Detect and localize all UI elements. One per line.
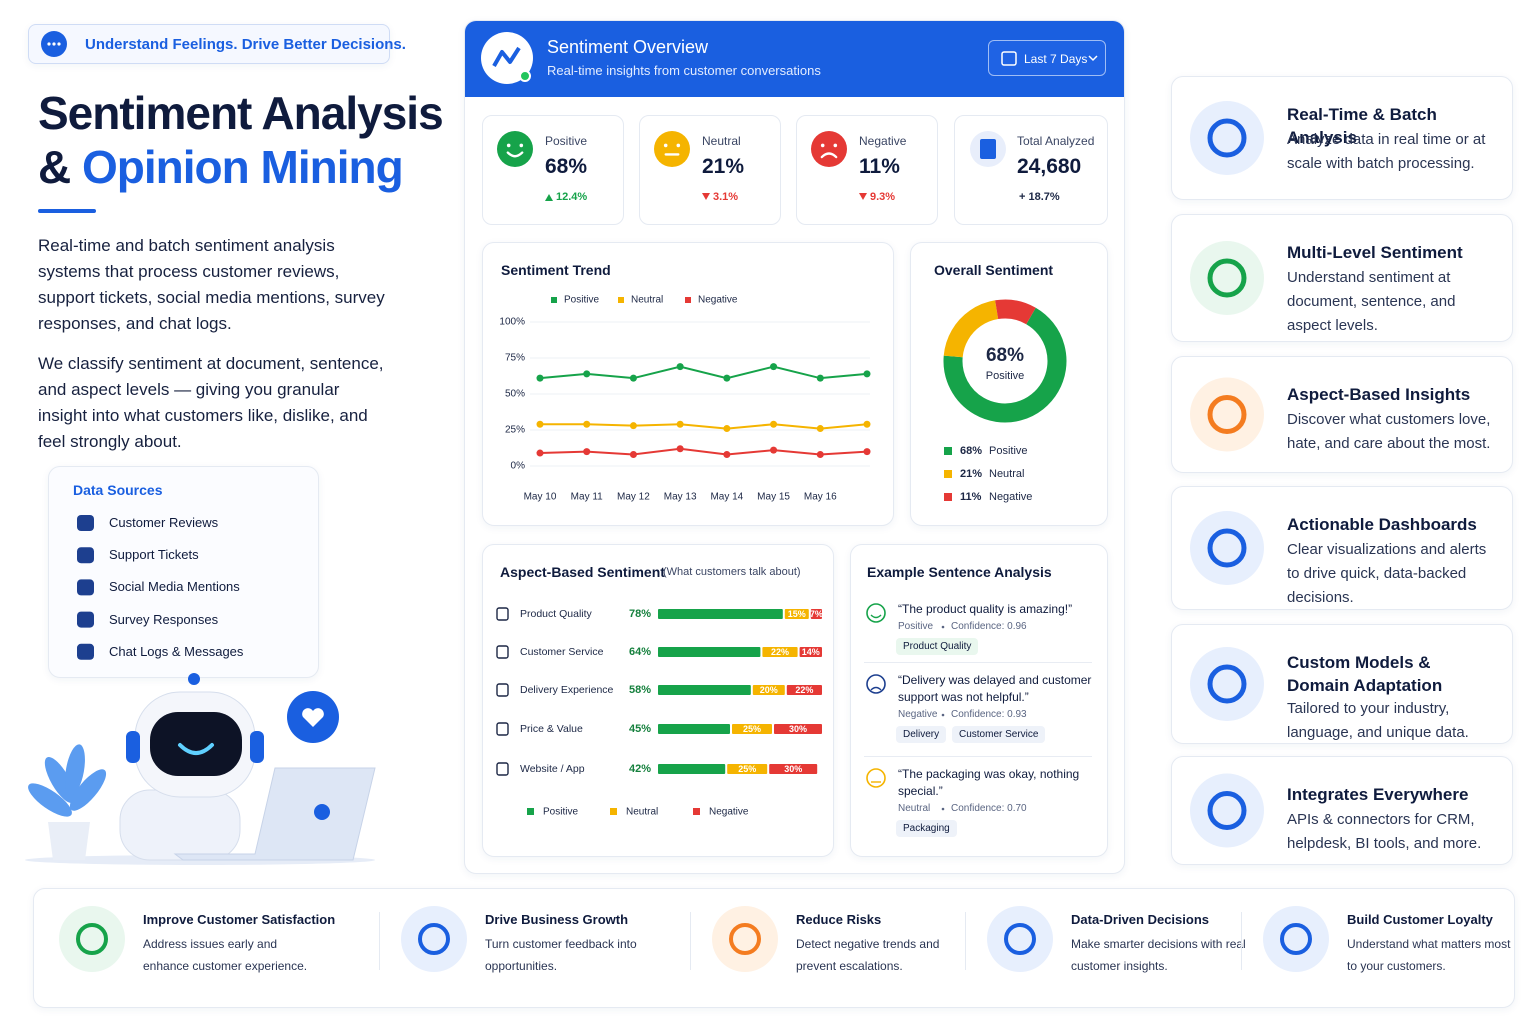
source-item: Support Tickets [109,547,199,563]
laptop-logo [314,804,330,820]
trend-title: Sentiment Trend [501,262,611,278]
kpi-label: Total Analyzed [1017,134,1095,148]
example-confidence: Confidence: 0.93 [951,709,1027,720]
feature-title: Custom Models & Domain Adaptation [1287,653,1443,695]
leaf [28,783,72,817]
range-label: Last 7 Days [1024,52,1088,66]
leaf [69,769,107,811]
feature-title: Multi-Level Sentiment [1287,243,1463,262]
feature-text: APIs & connectors for CRM, helpdesk, BI … [1287,811,1482,852]
example-text: “The product quality is amazing!” [898,602,1073,616]
benefit-text: Understand what matters most to your cus… [1347,937,1511,973]
robot-body [119,789,241,861]
example-sentiment: Positive [898,621,934,632]
divider [864,662,1092,663]
divider [864,756,1092,757]
kpi-change: 3.1% [713,191,739,203]
leaf [65,744,85,796]
data-sources-title: Data Sources [73,482,163,498]
benefit-text: Address issues early and enhance custome… [143,937,308,973]
example-text: “The packaging was okay, nothing special… [898,767,1080,798]
source-item: Customer Reviews [109,515,219,530]
leaf [44,757,76,803]
aspects-title: Aspect-Based Sentiment [500,564,665,580]
example-sentiment: Negative [898,709,938,720]
tagline: Understand Feelings. Drive Better Decisi… [85,36,406,53]
benefit-text: Turn customer feedback into opportunitie… [485,937,637,973]
example-tag: Packaging [896,820,957,837]
benefit-title: Build Customer Loyalty [1347,912,1493,927]
title-line2: & Opinion Mining [38,140,404,194]
source-item: Chat Logs & Messages [109,643,244,659]
feature-text: Analyze data in real time or at scale wi… [1287,131,1486,172]
trend-card [482,242,894,526]
source-item: Survey Responses [109,611,219,627]
example-tag: Product Quality [896,638,979,655]
kpi-change: 9.3% [870,191,896,203]
example-tag: Delivery [896,726,947,743]
benefit-title: Reduce Risks [796,912,882,927]
example-sentiment: Neutral [898,803,931,814]
feature-title: Aspect-Based Insights [1287,385,1471,404]
heart-bubble [287,691,339,743]
robot-ear [250,731,264,763]
title-line1: Sentiment Analysis [38,87,444,139]
feature-title: Real-Time & Batch Analysis [1287,105,1437,147]
kpi-value: 21% [702,155,745,178]
benefit-title: Data-Driven Decisions [1071,912,1209,927]
robot-smile [178,743,214,755]
source-item: Social Media Mentions [109,579,240,595]
divider [1241,912,1242,970]
benefit-title: Improve Customer Satisfaction [143,912,336,927]
example-confidence: Confidence: 0.96 [951,621,1027,632]
robot-head [134,691,256,798]
intro-1: Real-time and batch sentiment analysis s… [38,236,385,333]
kpi-value: 11% [859,155,900,178]
feature-card [1171,624,1513,744]
laptop [173,767,376,861]
plant-pot [48,822,90,860]
title-amp: & [38,141,71,193]
kpi-label: Positive [545,134,588,148]
title-highlight: Opinion Mining [82,141,404,193]
aspects-card [482,544,834,857]
benefit-title: Drive Business Growth [485,912,629,927]
divider [690,912,691,970]
dashboard-subtitle: Real-time insights from customer convers… [547,63,821,78]
kpi-label: Neutral [702,134,741,148]
heart [302,708,324,727]
dashboard-title: Sentiment Overview [547,37,709,57]
example-tag: Customer Service [952,726,1046,743]
kpi-label: Negative [859,134,907,148]
donut-title: Overall Sentiment [934,262,1054,278]
benefit-text: Detect negative trends and prevent escal… [796,937,940,973]
benefit-text: Make smarter decisions with real custome… [1071,937,1246,973]
feature-text: Tailored to your industry, language, and… [1287,700,1469,741]
divider [379,912,380,970]
kpi-change: + 18.7% [1019,191,1060,203]
donut-card [910,242,1108,526]
kpi-change: 12.4% [556,191,588,203]
aspects-subtitle: (What customers talk about) [663,566,801,578]
feature-text: Discover what customers love, hate, and … [1287,411,1491,452]
kpi-value: 24,680 [1017,155,1082,178]
intro-2: We classify sentiment at document, sente… [38,354,384,451]
example-text: “Delivery was delayed and customer suppo… [898,673,1092,704]
robot-ear [126,731,140,763]
examples-card [850,544,1108,857]
tagline-pill [28,24,390,64]
feature-text: Clear visualizations and alerts to drive… [1287,541,1487,606]
robot-visor [150,712,242,776]
divider [965,912,966,970]
feature-title: Actionable Dashboards [1287,515,1477,534]
examples-title: Example Sentence Analysis [867,564,1052,580]
data-sources-card [48,466,319,678]
kpi-value: 68% [545,155,588,178]
feature-title: Integrates Everywhere [1287,785,1469,804]
title-underline [38,209,96,213]
robot-shadow [25,855,375,865]
example-confidence: Confidence: 0.70 [951,803,1027,814]
feature-text: Understand sentiment at document, senten… [1287,269,1456,334]
